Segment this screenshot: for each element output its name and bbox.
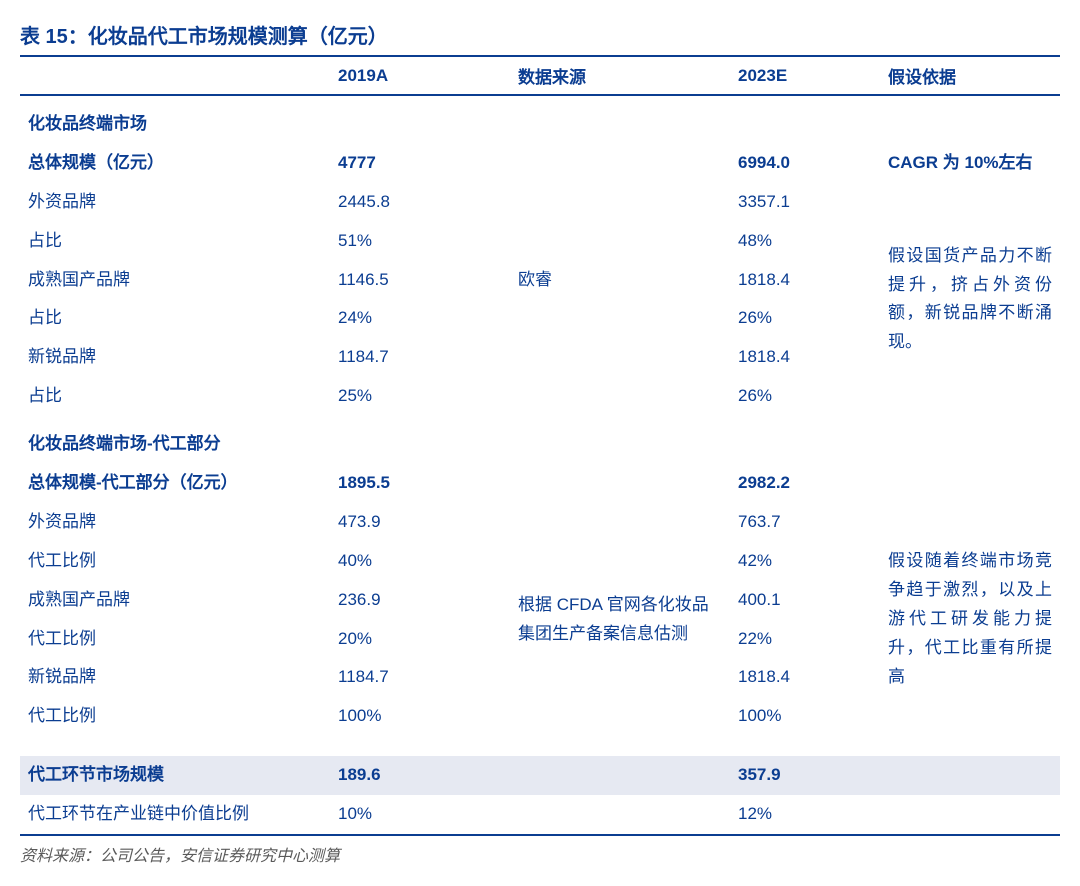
row-label: 占比 <box>20 222 330 261</box>
row-assumption: CAGR 为 10%左右 <box>880 144 1060 183</box>
row-2023: 1818.4 <box>730 658 880 697</box>
row-2023: 1818.4 <box>730 261 880 300</box>
row-label: 成熟国产品牌 <box>20 581 330 620</box>
row-2023: 357.9 <box>730 756 880 795</box>
row-label: 新锐品牌 <box>20 338 330 377</box>
table-title: 表 15：化妆品代工市场规模测算（亿元） <box>20 20 1060 57</box>
col-2019: 2019A <box>330 57 510 95</box>
row-2023: 12% <box>730 795 880 835</box>
row-2019: 236.9 <box>330 581 510 620</box>
row-2019: 40% <box>330 542 510 581</box>
row-label: 代工环节市场规模 <box>20 756 330 795</box>
row-label: 外资品牌 <box>20 183 330 222</box>
row-2019: 1184.7 <box>330 658 510 697</box>
row-2019: 24% <box>330 299 510 338</box>
data-source: 欧睿 <box>510 261 730 300</box>
table-row: 总体规模-代工部分（亿元） 1895.5 2982.2 <box>20 464 1060 503</box>
row-2019: 4777 <box>330 144 510 183</box>
row-2023: 22% <box>730 620 880 659</box>
row-2019: 25% <box>330 377 510 416</box>
table-row: 外资品牌 473.9 763.7 假设随着终端市场竞争趋于激烈，以及上游代工研发… <box>20 503 1060 542</box>
row-2023: 763.7 <box>730 503 880 542</box>
row-label: 占比 <box>20 299 330 338</box>
row-2023: 1818.4 <box>730 338 880 377</box>
row-2023: 3357.1 <box>730 183 880 222</box>
row-label: 总体规模（亿元） <box>20 144 330 183</box>
row-label: 总体规模-代工部分（亿元） <box>20 464 330 503</box>
row-2019: 2445.8 <box>330 183 510 222</box>
row-label: 代工比例 <box>20 620 330 659</box>
row-2019: 473.9 <box>330 503 510 542</box>
source-note: 资料来源：公司公告，安信证券研究中心测算 <box>20 836 1060 866</box>
spacer-row <box>20 736 1060 756</box>
highlight-row: 代工环节市场规模 189.6 357.9 <box>20 756 1060 795</box>
row-2019: 51% <box>330 222 510 261</box>
row-label: 占比 <box>20 377 330 416</box>
row-label: 代工环节在产业链中价值比例 <box>20 795 330 835</box>
estimate-table: 2019A 数据来源 2023E 假设依据 化妆品终端市场 总体规模（亿元） 4… <box>20 57 1060 836</box>
header-row: 2019A 数据来源 2023E 假设依据 <box>20 57 1060 95</box>
table-row: 外资品牌 2445.8 3357.1 假设国货产品力不断提升，挤占外资份额，新锐… <box>20 183 1060 222</box>
row-2019: 20% <box>330 620 510 659</box>
col-source: 数据来源 <box>510 57 730 95</box>
row-2023: 400.1 <box>730 581 880 620</box>
section-1-title: 化妆品终端市场 <box>20 95 1060 144</box>
section-2-title: 化妆品终端市场-代工部分 <box>20 416 1060 464</box>
row-label: 代工比例 <box>20 542 330 581</box>
row-2023: 48% <box>730 222 880 261</box>
row-label: 外资品牌 <box>20 503 330 542</box>
table-row: 总体规模（亿元） 4777 6994.0 CAGR 为 10%左右 <box>20 144 1060 183</box>
col-assumption: 假设依据 <box>880 57 1060 95</box>
row-2023: 42% <box>730 542 880 581</box>
row-2023: 26% <box>730 299 880 338</box>
row-2023: 6994.0 <box>730 144 880 183</box>
row-2019: 10% <box>330 795 510 835</box>
row-2019: 1146.5 <box>330 261 510 300</box>
row-2019: 189.6 <box>330 756 510 795</box>
row-label: 成熟国产品牌 <box>20 261 330 300</box>
row-2023: 26% <box>730 377 880 416</box>
section-label: 化妆品终端市场 <box>20 95 330 144</box>
row-2019: 1895.5 <box>330 464 510 503</box>
data-source: 根据 CFDA 官网各化妆品集团生产备案信息估测 <box>510 581 730 659</box>
assumption-block: 假设国货产品力不断提升，挤占外资份额，新锐品牌不断涌现。 <box>880 183 1060 416</box>
row-label: 代工比例 <box>20 697 330 736</box>
assumption-block: 假设随着终端市场竞争趋于激烈，以及上游代工研发能力提升，代工比重有所提高 <box>880 503 1060 736</box>
row-2023: 100% <box>730 697 880 736</box>
row-label: 新锐品牌 <box>20 658 330 697</box>
table-row: 代工环节在产业链中价值比例 10% 12% <box>20 795 1060 835</box>
col-2023: 2023E <box>730 57 880 95</box>
row-2019: 100% <box>330 697 510 736</box>
section-label: 化妆品终端市场-代工部分 <box>20 416 330 464</box>
row-2019: 1184.7 <box>330 338 510 377</box>
row-2023: 2982.2 <box>730 464 880 503</box>
